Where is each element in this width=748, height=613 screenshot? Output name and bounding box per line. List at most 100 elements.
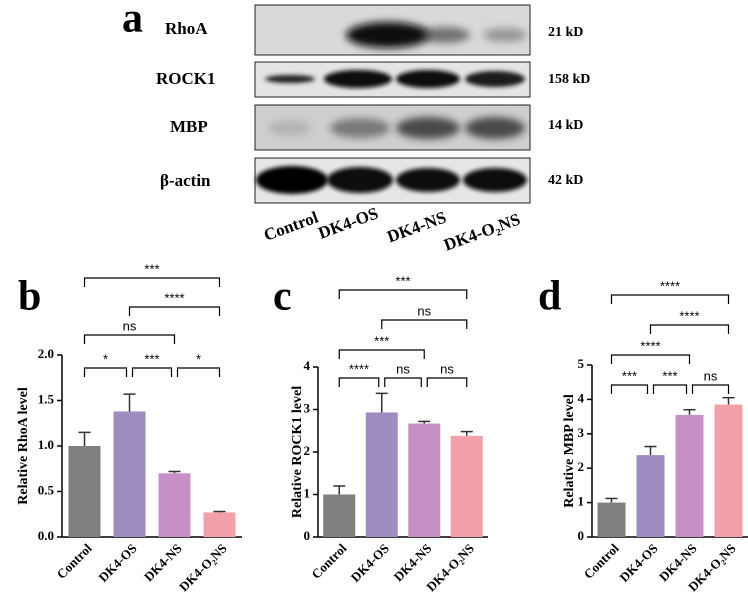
significance-label: * [196, 351, 201, 366]
bar [365, 412, 398, 537]
band [483, 28, 527, 42]
bar [68, 446, 101, 537]
bar [158, 473, 191, 537]
blot-panel: a RhoA ROCK1 MBP β-actin 21 kD 158 kD 14… [122, 0, 590, 255]
y-tick-label: 3 [578, 425, 585, 440]
bar [636, 455, 665, 537]
y-tick-label: 4 [304, 358, 311, 373]
significance-label: *** [662, 368, 677, 383]
band [265, 75, 315, 83]
significance-bracket [381, 319, 468, 329]
y-tick-label: 4 [578, 390, 585, 405]
protein-label: MBP [170, 117, 208, 136]
protein-label: ROCK1 [156, 69, 216, 88]
panel-letter: a [122, 0, 143, 42]
band [324, 70, 392, 88]
panel-letter: d [538, 274, 561, 320]
bar [714, 404, 743, 537]
significance-label: ns [704, 368, 718, 383]
size-label: 158 kD [548, 72, 590, 87]
y-tick-label: 3 [304, 400, 311, 415]
y-tick-label: 2 [304, 443, 311, 458]
protein-label: RhoA [165, 19, 208, 38]
bar [203, 512, 236, 537]
y-axis-label: Relative ROCK1 level [290, 386, 305, 518]
significance-bracket [691, 384, 730, 394]
significance-label: **** [164, 290, 184, 305]
significance-label: *** [395, 273, 410, 288]
significance-label: * [103, 351, 108, 366]
y-tick-label: 1 [578, 494, 585, 509]
significance-label: **** [349, 361, 369, 376]
significance-label: ns [440, 361, 454, 376]
lane-label: DK4-O₂NS [441, 210, 522, 255]
significance-label: *** [144, 261, 159, 276]
significance-label: *** [374, 333, 389, 348]
y-tick-label: 2 [578, 459, 585, 474]
bar [675, 414, 704, 537]
band [420, 27, 470, 43]
band [463, 168, 527, 192]
x-tick-label: Control [308, 540, 349, 581]
y-tick-label: 0.0 [38, 528, 54, 543]
significance-bracket [176, 367, 221, 377]
y-tick-label: 1.0 [38, 437, 54, 452]
y-tick-label: 5 [578, 356, 585, 371]
bar [408, 423, 441, 537]
size-label: 42 kD [548, 173, 583, 188]
significance-label: ns [123, 318, 137, 333]
band [465, 71, 525, 87]
significance-bracket [426, 377, 468, 387]
band [268, 120, 312, 136]
x-tick-label: DK4-O₂NS [176, 541, 230, 595]
band [256, 166, 328, 194]
significance-bracket [652, 384, 688, 394]
y-tick-label: 1.5 [38, 391, 55, 406]
significance-bracket [610, 384, 649, 394]
bar [597, 502, 626, 537]
y-axis-label: Relative MBP level [562, 394, 577, 508]
y-tick-label: 0 [578, 528, 585, 543]
significance-bracket [338, 377, 380, 387]
y-tick-label: 0 [304, 528, 311, 543]
significance-bracket [83, 277, 221, 287]
lane-label: DK4-OS [316, 204, 381, 243]
y-tick-label: 1 [304, 485, 311, 500]
size-label: 14 kD [548, 118, 583, 133]
band [330, 118, 390, 138]
x-tick-label: DK4-OS [616, 541, 660, 585]
y-tick-label: 0.5 [38, 482, 55, 497]
significance-label: *** [622, 368, 637, 383]
y-axis-label: Relative RhoA level [16, 387, 31, 505]
panel-letter: c [273, 274, 292, 320]
band [327, 167, 393, 193]
significance-label: **** [660, 278, 680, 293]
size-label: 21 kD [548, 25, 583, 40]
significance-bracket [384, 377, 422, 387]
band [396, 117, 460, 139]
significance-bracket [83, 367, 128, 377]
y-tick-label: 2.0 [38, 346, 54, 361]
band [346, 22, 430, 48]
lane-label: DK4-NS [385, 208, 449, 247]
significance-bracket [338, 289, 468, 299]
bar [113, 411, 146, 537]
significance-bracket [338, 349, 425, 359]
x-tick-label: Control [581, 540, 622, 581]
lane-label: Control [261, 207, 321, 244]
x-tick-label: DK4-NS [141, 541, 185, 585]
protein-label: β-actin [160, 171, 211, 190]
x-tick-label: DK4-OS [348, 541, 392, 585]
significance-label: ns [417, 303, 431, 318]
significance-bracket [83, 334, 176, 344]
x-tick-label: DK4-OS [95, 541, 139, 585]
significance-label: **** [640, 338, 660, 353]
band [465, 117, 525, 139]
significance-bracket [610, 354, 691, 364]
panel-letter: b [18, 274, 41, 320]
significance-bracket [649, 324, 730, 334]
significance-label: **** [679, 308, 699, 323]
